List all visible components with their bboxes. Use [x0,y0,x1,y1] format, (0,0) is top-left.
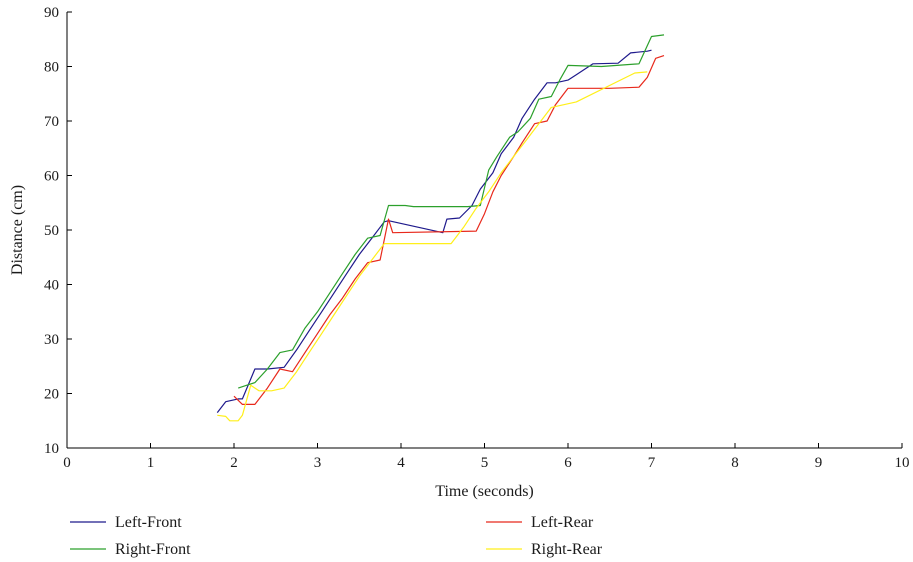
series-line-left-front [216,49,652,413]
x-tick-label: 5 [481,455,489,471]
y-tick-label: 70 [44,114,59,130]
x-axis-ticks: 0 1 2 3 4 5 6 7 8 9 10 [63,443,910,471]
y-tick-label: 90 [44,5,59,21]
y-tick-label: 20 [44,387,59,403]
series-line-right-front [238,34,665,389]
y-tick-label: 60 [44,169,59,185]
x-tick-label: 0 [63,455,71,471]
x-tick-label: 6 [564,455,572,471]
plot-area [216,34,665,422]
legend: Left-Front Left-Rear Right-Front Right-Rear [70,514,603,558]
x-tick-label: 4 [397,455,405,471]
x-tick-label: 2 [230,455,238,471]
legend-label-right-front: Right-Front [115,541,191,558]
legend-label-left-rear: Left-Rear [531,514,594,531]
legend-label-left-front: Left-Front [115,514,182,531]
x-tick-label: 3 [314,455,322,471]
x-tick-label: 9 [815,455,823,471]
y-axis-ticks: 10 20 30 40 50 60 70 80 90 [44,5,72,457]
y-tick-label: 10 [44,441,59,457]
series-line-left-rear [233,55,665,405]
x-axis-title: Time (seconds) [435,483,534,500]
y-tick-label: 40 [44,278,59,294]
legend-label-right-rear: Right-Rear [531,541,603,558]
y-tick-label: 50 [44,223,59,239]
y-axis-title: Distance (cm) [9,185,26,275]
x-tick-label: 7 [648,455,656,471]
x-tick-label: 8 [731,455,739,471]
y-tick-label: 80 [44,60,59,76]
axes [66,12,902,449]
x-tick-label: 10 [895,455,910,471]
y-tick-label: 30 [44,332,59,348]
x-tick-label: 1 [147,455,155,471]
series-line-right-rear [217,71,648,422]
